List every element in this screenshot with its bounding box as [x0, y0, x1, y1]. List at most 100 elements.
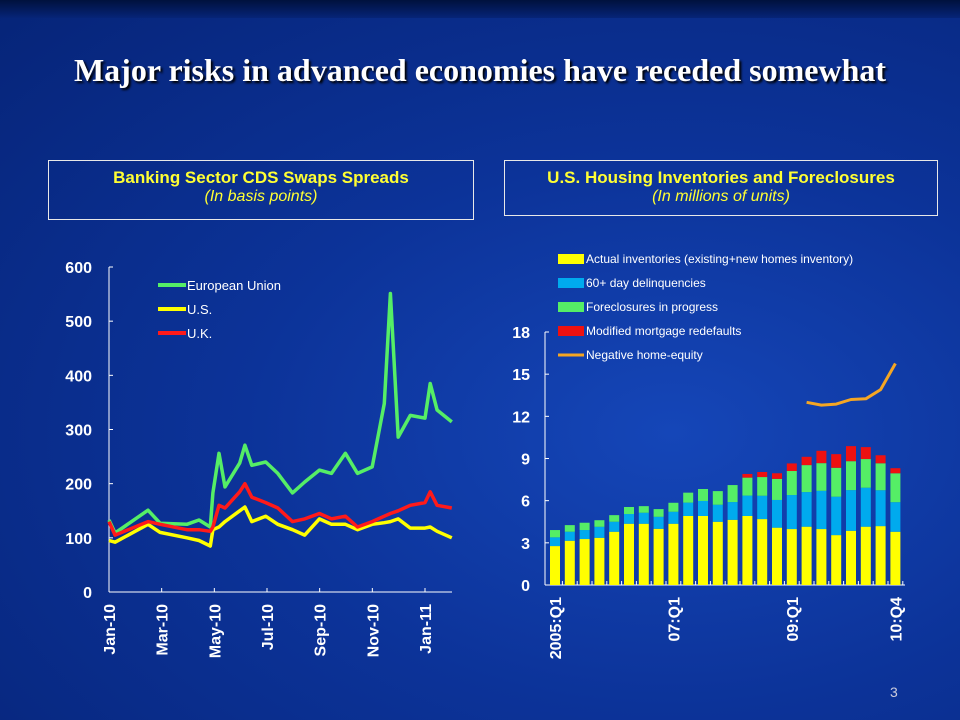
bar-segment [846, 530, 856, 585]
bar-segment [831, 496, 842, 536]
bar-segment [801, 492, 812, 527]
bar-segment [564, 531, 575, 541]
left-x-tick-label: Jan-10 [102, 604, 119, 655]
bar-segment [860, 447, 871, 460]
bar-segment [550, 530, 560, 538]
bar-segment [816, 463, 827, 491]
left-y-tick-label: 600 [65, 260, 92, 277]
bar-segment [742, 473, 753, 478]
bar-segment [816, 450, 827, 464]
legend-swatch [558, 326, 584, 336]
left-y-tick-label: 300 [65, 423, 92, 440]
bar-segment [757, 495, 768, 520]
bar-segment [786, 495, 797, 530]
left-y-tick-label: 400 [65, 368, 92, 385]
right-y-tick-label: 0 [521, 578, 530, 595]
left-y-tick-label: 100 [65, 531, 92, 548]
bar-segment [638, 512, 649, 524]
bar-segment [772, 499, 782, 528]
bar-segment [772, 478, 782, 500]
series-line-european-union [107, 291, 453, 535]
bar-segment [683, 502, 694, 516]
top-bar [0, 0, 960, 18]
bar-segment [698, 489, 708, 501]
right-y-tick-label: 3 [521, 536, 530, 553]
right-y-tick-label: 9 [521, 452, 530, 469]
bar-segment [579, 539, 590, 585]
bar-segment [831, 467, 842, 497]
bar-segment [653, 516, 664, 529]
left-y-tick-label: 200 [65, 477, 92, 494]
right-y-tick-label: 6 [521, 494, 530, 511]
bar-segment [579, 530, 590, 540]
bar-segment [668, 523, 679, 585]
bar-segment [742, 495, 753, 516]
left-y-tick-label: 0 [83, 585, 92, 602]
right-x-tick-label: 09:Q1 [785, 597, 802, 642]
bar-segment [594, 537, 605, 585]
bar-segment [742, 515, 753, 585]
series-line-u-k- [107, 481, 453, 537]
bar-segment [624, 523, 634, 585]
bar-segment [816, 529, 827, 585]
legend-swatch [558, 302, 584, 312]
bar-segment [801, 526, 812, 585]
left-y-tick-label: 500 [65, 314, 92, 331]
bar-segment [698, 515, 708, 585]
right-y-tick-label: 12 [512, 409, 530, 426]
bar-segment [609, 531, 620, 585]
left-chart-title-box: Banking Sector CDS Swaps Spreads (In bas… [48, 160, 474, 220]
legend-label: Actual inventories (existing+new homes i… [586, 252, 853, 266]
bar-segment [875, 490, 886, 527]
bar-segment [594, 526, 605, 538]
left-x-tick-label: Jul-10 [260, 604, 277, 650]
series-line-u-s- [108, 505, 453, 548]
bar-segment [624, 514, 634, 524]
negative-home-equity-line [806, 362, 897, 407]
legend-label: Negative home-equity [586, 348, 703, 362]
bar-segment [594, 520, 605, 527]
bar-segment [801, 465, 812, 493]
bar-segment [698, 500, 708, 516]
bar-segment [875, 526, 886, 585]
right-chart-title-box: U.S. Housing Inventories and Foreclosure… [504, 160, 938, 216]
bar-segment [757, 519, 768, 585]
bar-segment [786, 471, 797, 496]
bar-segment [890, 502, 901, 532]
right-x-tick-label: 2005:Q1 [548, 597, 565, 659]
right-y-tick-label: 18 [512, 325, 530, 342]
bar-segment [564, 540, 575, 585]
left-x-tick-label: Jan-11 [418, 604, 435, 654]
bar-segment [712, 521, 723, 585]
right-x-tick-label: 10:Q4 [888, 597, 905, 642]
bar-segment [742, 477, 753, 496]
legend-label: Foreclosures in progress [586, 300, 718, 314]
right-x-tick-label: 07:Q1 [666, 597, 683, 642]
bar-segment [609, 515, 620, 522]
bar-segment [831, 535, 842, 585]
bar-segment [683, 515, 694, 585]
legend-label: European Union [187, 278, 281, 293]
left-x-tick-label: Nov-10 [365, 604, 382, 657]
bar-segment [772, 527, 782, 585]
bar-segment [624, 506, 634, 515]
bar-segment [757, 477, 768, 496]
bar-segment [579, 522, 590, 531]
bar-segment [712, 504, 723, 522]
bar-segment [846, 446, 856, 462]
legend-swatch [558, 278, 584, 288]
page-number: 3 [890, 684, 898, 700]
bar-segment [653, 528, 664, 585]
left-x-tick-label: May-10 [207, 604, 224, 658]
bar-segment [831, 454, 842, 468]
bar-segment [638, 506, 649, 513]
bar-segment [890, 531, 901, 585]
bar-segment [890, 468, 901, 474]
bar-segment [727, 485, 738, 503]
bar-segment [875, 463, 886, 491]
bar-segment [846, 461, 856, 491]
bar-segment [875, 455, 886, 464]
legend-label: U.K. [187, 326, 212, 341]
bar-segment [772, 473, 782, 479]
